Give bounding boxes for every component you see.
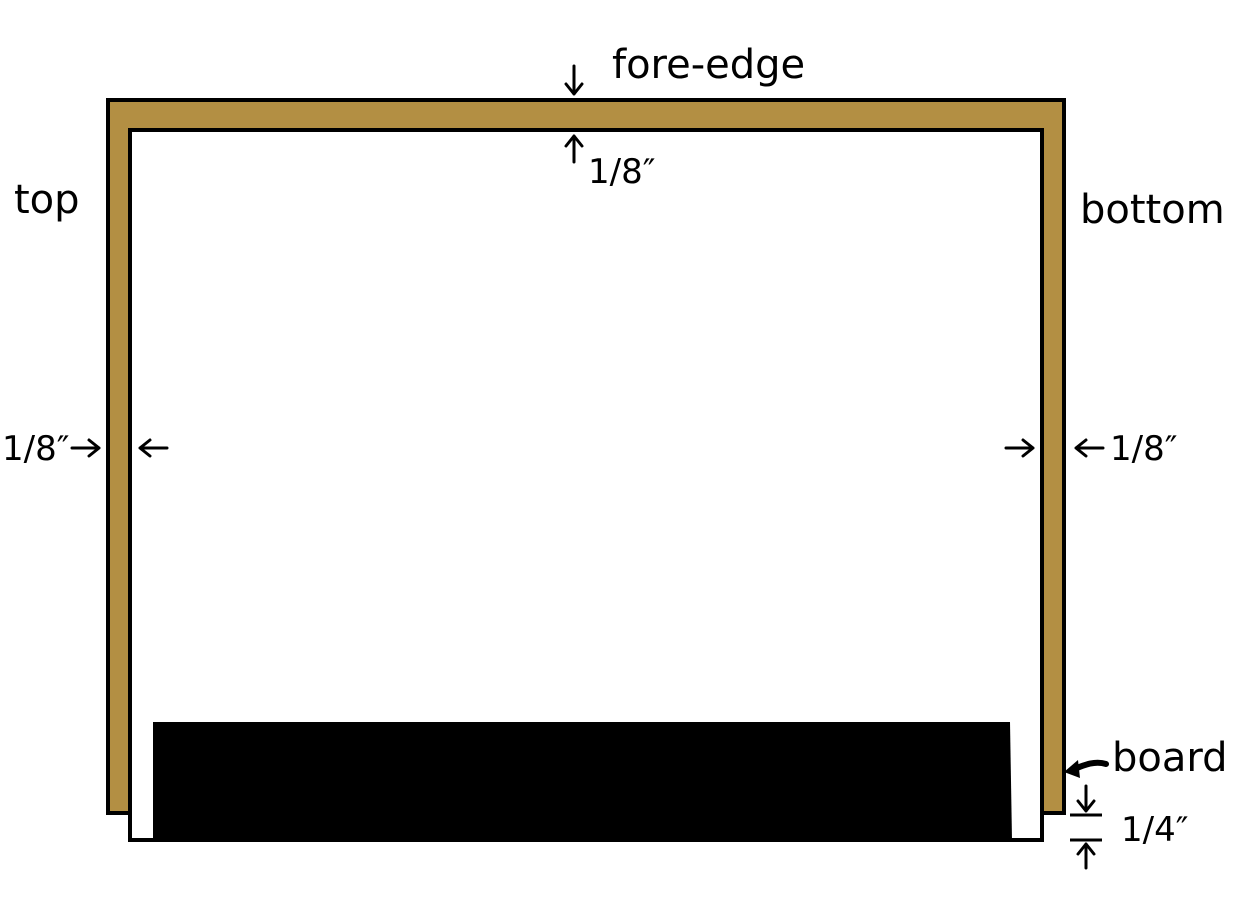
bottom-measure-label: 1/4″	[1121, 810, 1188, 850]
fore-edge-measure: 1/8″	[588, 152, 655, 192]
down-arrow-icon	[564, 64, 584, 96]
bottom-label: bottom	[1080, 187, 1225, 233]
fore-edge-arrows	[564, 64, 584, 164]
spine-block	[153, 722, 1012, 840]
left-measure-label: 1/8″	[2, 429, 69, 469]
left-measure-arrows	[70, 438, 169, 458]
board-pointer	[1064, 759, 1109, 778]
right-measure-arrows	[1004, 438, 1105, 458]
up-arrow-icon	[564, 134, 584, 164]
down-arrow-icon	[1076, 784, 1096, 813]
board-label: board	[1112, 735, 1228, 781]
left-arrow-icon	[1074, 438, 1105, 458]
fore-edge-label: fore-edge	[612, 42, 805, 88]
top-label: top	[14, 177, 80, 223]
bottom-measure	[1070, 784, 1102, 870]
text-block	[128, 128, 1044, 842]
right-measure-label: 1/8″	[1110, 429, 1177, 469]
left-arrow-icon	[138, 438, 169, 458]
up-arrow-icon	[1076, 842, 1096, 870]
arrowhead-icon	[1064, 760, 1080, 778]
right-arrow-icon	[70, 438, 101, 458]
right-arrow-icon	[1004, 438, 1035, 458]
